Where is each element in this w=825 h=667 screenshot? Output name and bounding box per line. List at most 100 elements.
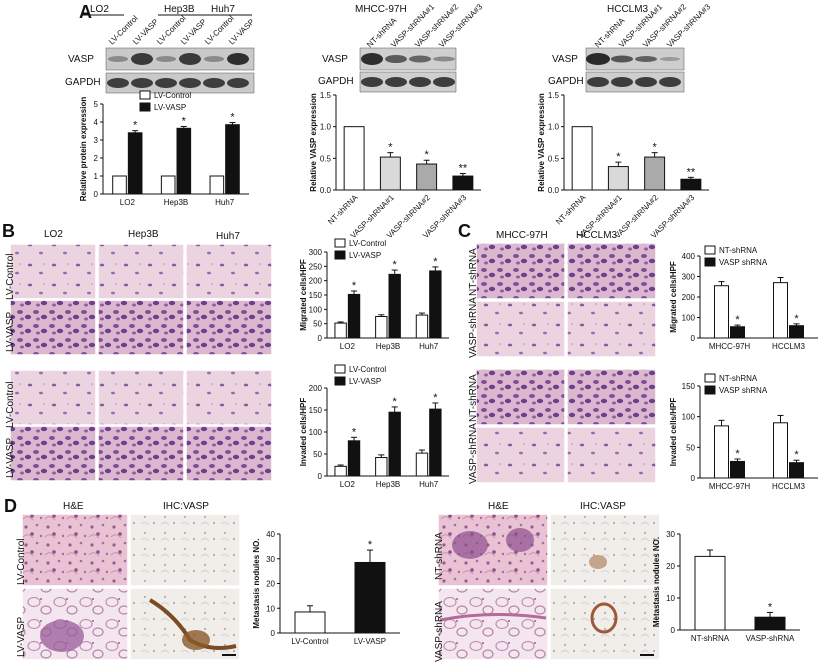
bar xyxy=(571,126,593,191)
legend-label: LV-VASP xyxy=(349,377,381,386)
y-tick-label: 10 xyxy=(266,604,275,613)
bar xyxy=(127,132,143,195)
blot3-lane-4: VASP-shRNA#3 xyxy=(665,2,713,50)
y-tick-label: 150 xyxy=(309,291,323,300)
blot2-title: MHCC-97H xyxy=(355,4,407,15)
bar xyxy=(388,273,401,339)
d-left-row-2: LV-VASP xyxy=(16,616,27,657)
y-tick-label: 0 xyxy=(671,626,676,635)
y-tick-label: 50 xyxy=(313,450,322,459)
bar xyxy=(730,326,745,339)
y-tick-label: 1 xyxy=(94,172,99,181)
bar xyxy=(415,314,429,339)
d-right-row-1: NT-shRNA xyxy=(434,532,445,580)
y-axis-label: Relative VASP expression xyxy=(309,93,318,192)
y-axis-label: Relative VASP expression xyxy=(537,93,546,192)
x-tick-label: LO2 xyxy=(120,198,136,207)
y-axis-label: Metastasis nodules NO. xyxy=(252,538,261,628)
d-right-micrograph-grid xyxy=(437,513,661,661)
bar xyxy=(343,126,365,191)
bar xyxy=(388,411,401,477)
d-right-col-ihc: IHC:VASP xyxy=(580,501,626,512)
c-row-1: NT-shRNA xyxy=(468,248,479,296)
legend-label: LV-Control xyxy=(349,365,386,374)
y-tick-label: 200 xyxy=(309,277,323,286)
y-tick-label: 100 xyxy=(682,314,696,323)
significance-mark: * xyxy=(652,142,657,154)
bar xyxy=(379,156,401,191)
x-tick-label: Hep3B xyxy=(376,342,400,351)
blot1-row-vasp: VASP xyxy=(68,54,94,65)
chart-d1-metastasis-nodules: 0 10 20 30 40 Metastasis nodules NO. * LV-Contr… xyxy=(252,530,400,646)
significance-mark: * xyxy=(133,120,138,132)
panel-label-b: B xyxy=(2,221,15,241)
panel-label-a: A xyxy=(79,2,92,22)
y-tick-label: 50 xyxy=(686,443,695,452)
y-tick-label: 0.0 xyxy=(548,186,560,195)
y-tick-label: 0.0 xyxy=(320,186,332,195)
x-tick-label: Huh7 xyxy=(419,480,439,489)
y-tick-label: 0.5 xyxy=(320,154,332,163)
bar xyxy=(694,555,726,631)
blot-group-huh7: Huh7 xyxy=(211,4,235,15)
legend-label: VASP shRNA xyxy=(719,386,768,395)
legend-label: LV-Control xyxy=(154,91,191,100)
y-tick-label: 20 xyxy=(666,562,675,571)
y-tick-label: 1.0 xyxy=(548,123,560,132)
d-left-col-ihc: IHC:VASP xyxy=(163,501,209,512)
bar xyxy=(429,408,442,477)
y-axis-label: Relative protein expression xyxy=(79,97,88,202)
significance-mark: ** xyxy=(687,166,696,178)
legend-label: LV-VASP xyxy=(154,103,186,112)
bar xyxy=(294,611,326,634)
bar xyxy=(347,293,361,339)
bar xyxy=(415,452,429,477)
c-micrograph-grid xyxy=(475,242,657,484)
significance-mark: * xyxy=(230,112,235,124)
y-tick-label: 300 xyxy=(682,273,696,282)
bar xyxy=(429,270,442,339)
significance-mark: * xyxy=(388,142,393,154)
chart-c2-invaded-cells: 0 50 100 150 Invaded cells/HPF * * NT-shRNA VASP… xyxy=(669,373,818,491)
y-tick-label: 20 xyxy=(266,580,275,589)
legend-swatch xyxy=(704,257,716,267)
blot2-row-vasp: VASP xyxy=(322,54,348,65)
bar xyxy=(416,163,438,191)
y-tick-label: 30 xyxy=(266,555,275,564)
c-row-4: VASP-shRNA xyxy=(468,423,479,484)
chart-d2-metastasis-nodules: 0 10 20 30 Metastasis nodules NO. * NT-shRNA VA… xyxy=(652,530,800,643)
y-tick-label: 150 xyxy=(682,382,696,391)
y-tick-label: 40 xyxy=(266,530,275,539)
bar xyxy=(644,156,666,191)
d-left-micrograph-grid xyxy=(21,513,241,661)
blot1-row-gapdh: GAPDH xyxy=(65,77,101,88)
significance-mark: * xyxy=(393,259,398,271)
x-tick-label: LO2 xyxy=(340,480,356,489)
blot3-row-gapdh: GAPDH xyxy=(548,76,584,87)
legend-label: VASP shRNA xyxy=(719,258,768,267)
b-row-1: LV-Control xyxy=(5,253,16,300)
significance-mark: * xyxy=(735,448,740,460)
significance-mark: * xyxy=(352,280,357,292)
legend-swatch xyxy=(139,102,151,112)
y-tick-label: 2 xyxy=(94,154,99,163)
x-tick-label: MHCC-97H xyxy=(709,482,751,491)
bar xyxy=(375,457,388,477)
legend-label: NT-shRNA xyxy=(719,374,758,383)
significance-mark: * xyxy=(424,149,429,161)
blot-group-lo2: LO2 xyxy=(90,4,109,15)
y-tick-label: 1.5 xyxy=(320,91,332,100)
y-tick-label: 0 xyxy=(318,472,323,481)
bar xyxy=(334,322,347,339)
y-axis-label: Invaded cells/HPF xyxy=(669,398,678,467)
significance-mark: * xyxy=(368,539,373,551)
legend-label: LV-VASP xyxy=(349,251,381,260)
y-tick-label: 0 xyxy=(318,334,323,343)
y-tick-label: 200 xyxy=(309,384,323,393)
x-tick-label: VASP-shRNA xyxy=(746,634,795,643)
y-tick-label: 100 xyxy=(682,413,696,422)
x-tick-label: Huh7 xyxy=(215,198,235,207)
d-left-col-he: H&E xyxy=(63,501,84,512)
bar xyxy=(452,175,474,191)
